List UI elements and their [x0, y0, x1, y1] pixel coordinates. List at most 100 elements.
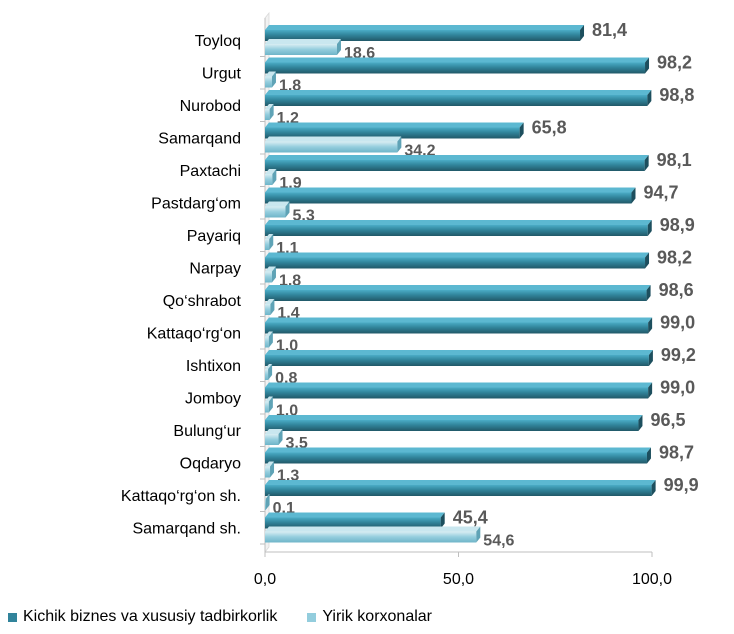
data-label: 99,0 — [660, 378, 695, 398]
bar-end-face — [268, 331, 273, 348]
bar — [265, 517, 441, 529]
bar-end-face — [476, 526, 481, 543]
bar-end-face — [270, 461, 275, 478]
x-tick-label: 0,0 — [254, 571, 276, 588]
legend-item-series-1: Kichik biznes va xususiy tadbirkorlik — [8, 608, 277, 626]
bar-end-face — [268, 396, 273, 413]
bar-end-face — [397, 136, 402, 153]
bar-top-face — [265, 285, 651, 290]
data-label: 99,9 — [664, 475, 699, 495]
data-label: 81,4 — [592, 20, 627, 40]
data-label: 98,2 — [657, 248, 692, 268]
bar — [265, 355, 649, 366]
bar — [265, 174, 273, 185]
bar — [265, 62, 646, 74]
category-label: Qo‘shrabot — [163, 293, 242, 310]
legend-swatch-series-1 — [8, 612, 17, 622]
bar-end-face — [265, 494, 270, 510]
bar-end-face — [271, 266, 276, 283]
bar-top-face — [265, 201, 290, 207]
x-tick-label: 100,0 — [632, 571, 672, 588]
category-label: Payariq — [187, 228, 241, 245]
bar — [265, 401, 269, 413]
bar-end-face — [519, 122, 524, 139]
bar-top-face — [265, 252, 650, 258]
bar-end-face — [638, 415, 643, 431]
data-label: 99,0 — [660, 313, 695, 333]
data-label: 98,9 — [660, 215, 695, 235]
bar — [265, 206, 286, 218]
bar-end-face — [580, 25, 585, 41]
bar-top-face — [265, 447, 651, 453]
bar-end-face — [646, 447, 651, 464]
bar-top-face — [265, 187, 636, 193]
bar-top-face — [265, 104, 274, 109]
bar-end-face — [648, 382, 653, 399]
bar-end-face — [647, 220, 652, 236]
bar — [265, 160, 645, 171]
bar-end-face — [336, 39, 341, 55]
bar-top-face — [265, 480, 656, 485]
bar — [265, 271, 272, 283]
data-label: 99,2 — [661, 345, 696, 365]
bar-end-face — [268, 364, 273, 380]
bar-top-face — [265, 494, 270, 499]
bar — [265, 127, 520, 139]
bar-end-face — [646, 285, 651, 301]
bar-top-face — [265, 396, 273, 402]
x-tick-label: 50,0 — [443, 571, 474, 588]
legend-label-series-2: Yirik korxonalar — [322, 608, 432, 625]
category-label: Kattaqo‘rg‘on sh. — [121, 488, 241, 505]
bar — [265, 76, 272, 88]
data-label: 94,7 — [643, 183, 678, 203]
plot-area: 0,0 50,0 100,0Toyloq81,418,6Urgut98,21,8Nu… — [121, 11, 699, 588]
bar — [265, 531, 477, 543]
bar — [265, 30, 581, 41]
bar-top-face — [265, 317, 653, 323]
bar — [265, 239, 270, 250]
bar — [265, 304, 271, 315]
bar — [265, 485, 652, 496]
bar-top-face — [265, 350, 653, 355]
bar-end-face — [269, 234, 274, 250]
bar — [265, 290, 647, 301]
bar-top-face — [265, 25, 585, 30]
bar-top-face — [265, 39, 341, 44]
legend-swatch-series-2 — [307, 612, 317, 622]
bar — [265, 44, 337, 55]
bar-end-face — [272, 169, 277, 185]
bar — [265, 225, 648, 236]
bar-top-face — [265, 90, 652, 95]
bar — [265, 369, 269, 380]
data-label: 54,6 — [483, 533, 514, 550]
bar — [265, 466, 271, 478]
legend-item-series-2: Yirik korxonalar — [307, 608, 432, 626]
bar-end-face — [285, 201, 290, 218]
bar-top-face — [265, 57, 650, 63]
bar — [265, 322, 649, 334]
bar — [265, 257, 646, 269]
category-label: Samarqand — [158, 131, 241, 148]
bar — [265, 336, 269, 348]
data-label: 96,5 — [650, 410, 685, 430]
category-label: Jomboy — [185, 391, 241, 408]
category-label: Urgut — [202, 66, 242, 83]
bar-top-face — [265, 331, 273, 337]
data-label: 98,8 — [659, 85, 694, 105]
category-label: Narpay — [189, 261, 241, 278]
bar-top-face — [265, 234, 274, 239]
bar-top-face — [265, 169, 277, 174]
bar-end-face — [648, 317, 653, 334]
bar-end-face — [647, 90, 652, 106]
bar-top-face — [265, 71, 276, 77]
bar — [265, 499, 266, 510]
bar-top-face — [265, 155, 649, 160]
bar-top-face — [265, 220, 652, 225]
bar-end-face — [269, 104, 274, 120]
bar — [265, 452, 647, 464]
category-label: Kattaqo‘rg‘on — [147, 326, 241, 343]
bar-end-face — [271, 71, 276, 88]
category-label: Ishtixon — [186, 358, 241, 375]
bar-top-face — [265, 299, 275, 304]
